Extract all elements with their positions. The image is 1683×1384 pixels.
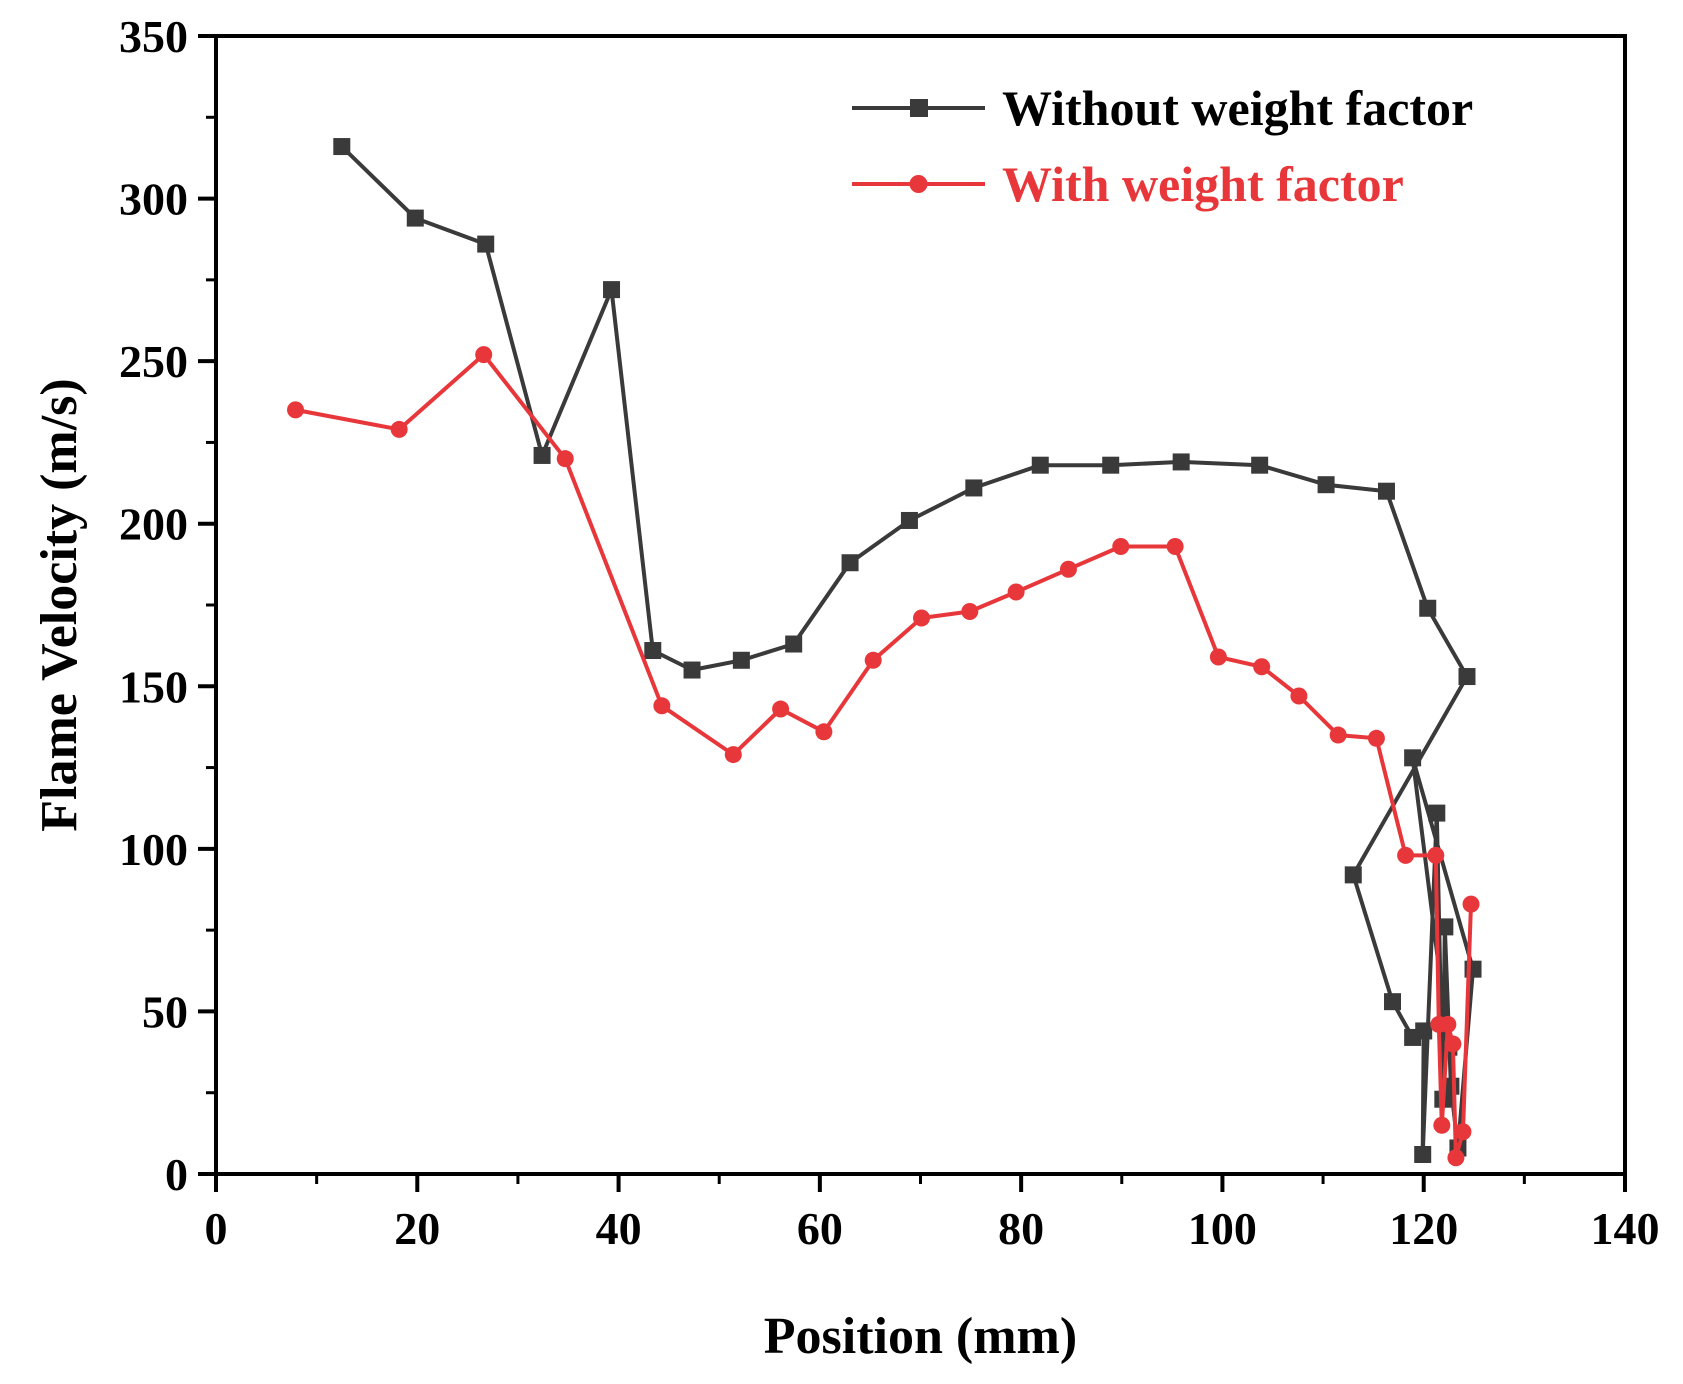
- series-2: [287, 346, 1480, 1167]
- plot-frame: [214, 34, 1627, 1176]
- data-point: [475, 346, 493, 364]
- legend-label: Without weight factor: [1002, 80, 1473, 136]
- data-point: [724, 746, 742, 764]
- data-point: [1344, 866, 1362, 884]
- data-point: [1290, 687, 1308, 705]
- data-point: [1367, 729, 1385, 747]
- y-tick-label: 350: [119, 11, 188, 62]
- data-point: [1251, 456, 1269, 474]
- data-point: [1031, 456, 1049, 474]
- data-point: [287, 401, 305, 419]
- data-point: [1436, 918, 1454, 936]
- series-1: [333, 138, 1482, 1163]
- y-tick-label: 200: [119, 499, 188, 550]
- data-point: [533, 446, 551, 464]
- data-point: [1102, 456, 1120, 474]
- series-line: [340, 145, 1475, 1157]
- data-point: [1404, 749, 1422, 767]
- x-tick-label: 100: [1188, 1203, 1257, 1254]
- data-point: [1447, 1149, 1465, 1167]
- data-point: [732, 651, 750, 669]
- y-tick-label: 0: [165, 1149, 188, 1200]
- data-point: [1209, 648, 1227, 666]
- data-point: [1397, 846, 1415, 864]
- series-group: [287, 138, 1482, 1167]
- data-point: [1007, 583, 1025, 601]
- data-point: [965, 479, 983, 497]
- data-point: [1462, 895, 1480, 913]
- y-tick-label: 50: [142, 986, 188, 1037]
- x-tick-label: 20: [394, 1203, 440, 1254]
- data-point: [1427, 846, 1445, 864]
- data-point: [1454, 1123, 1472, 1141]
- data-point: [644, 642, 662, 660]
- data-point: [961, 603, 979, 621]
- axes: 0 50 100 150 200 250 300 350 0 20 40 60 80 100 120 140: [119, 11, 1660, 1254]
- data-point: [1253, 658, 1271, 676]
- data-point: [683, 661, 701, 679]
- data-point: [1444, 1035, 1462, 1053]
- x-tick-label: 40: [596, 1203, 642, 1254]
- y-axis-title: Flame Velocity (m/s): [31, 378, 88, 831]
- x-tick-label: 120: [1389, 1203, 1458, 1254]
- data-point: [1112, 537, 1130, 555]
- data-point: [841, 554, 859, 572]
- legend-item-1: Without weight factor: [852, 80, 1473, 136]
- data-point: [390, 420, 408, 438]
- data-point: [1433, 1116, 1451, 1134]
- data-point: [1428, 804, 1446, 822]
- data-point: [1415, 1022, 1433, 1040]
- data-point: [1384, 993, 1402, 1011]
- x-tick-label: 80: [998, 1203, 1044, 1254]
- data-point: [1317, 476, 1335, 494]
- data-point: [913, 609, 931, 627]
- data-point: [815, 723, 833, 741]
- data-point: [1458, 668, 1476, 686]
- x-tick-label: 60: [797, 1203, 843, 1254]
- data-point: [772, 700, 790, 718]
- y-tick-label: 100: [119, 824, 188, 875]
- data-point: [864, 651, 882, 669]
- data-point: [1414, 1145, 1432, 1163]
- x-tick-label: 140: [1591, 1203, 1660, 1254]
- data-point: [333, 138, 351, 156]
- data-point: [1172, 453, 1190, 471]
- x-tick-label: 0: [205, 1203, 228, 1254]
- data-point: [477, 235, 495, 253]
- data-point: [603, 281, 621, 299]
- y-tick-label: 250: [119, 336, 188, 387]
- legend-marker: [910, 99, 928, 117]
- data-point: [1419, 599, 1437, 617]
- data-point: [1377, 482, 1395, 500]
- y-tick-label: 300: [119, 174, 188, 225]
- data-point: [785, 635, 803, 653]
- legend-item-2: With weight factor: [852, 156, 1404, 212]
- data-point: [406, 209, 424, 227]
- y-tick-label: 150: [119, 661, 188, 712]
- x-axis-title: Position (mm): [764, 1308, 1077, 1365]
- data-point: [556, 450, 574, 468]
- data-point: [653, 697, 671, 715]
- data-point: [1439, 1015, 1457, 1033]
- legend-label: With weight factor: [1002, 156, 1404, 212]
- legend: Without weight factor With weight factor: [852, 80, 1473, 212]
- data-point: [900, 511, 918, 529]
- legend-marker: [909, 175, 928, 193]
- data-point: [1166, 537, 1184, 555]
- data-point: [1329, 726, 1347, 744]
- data-point: [1059, 560, 1077, 578]
